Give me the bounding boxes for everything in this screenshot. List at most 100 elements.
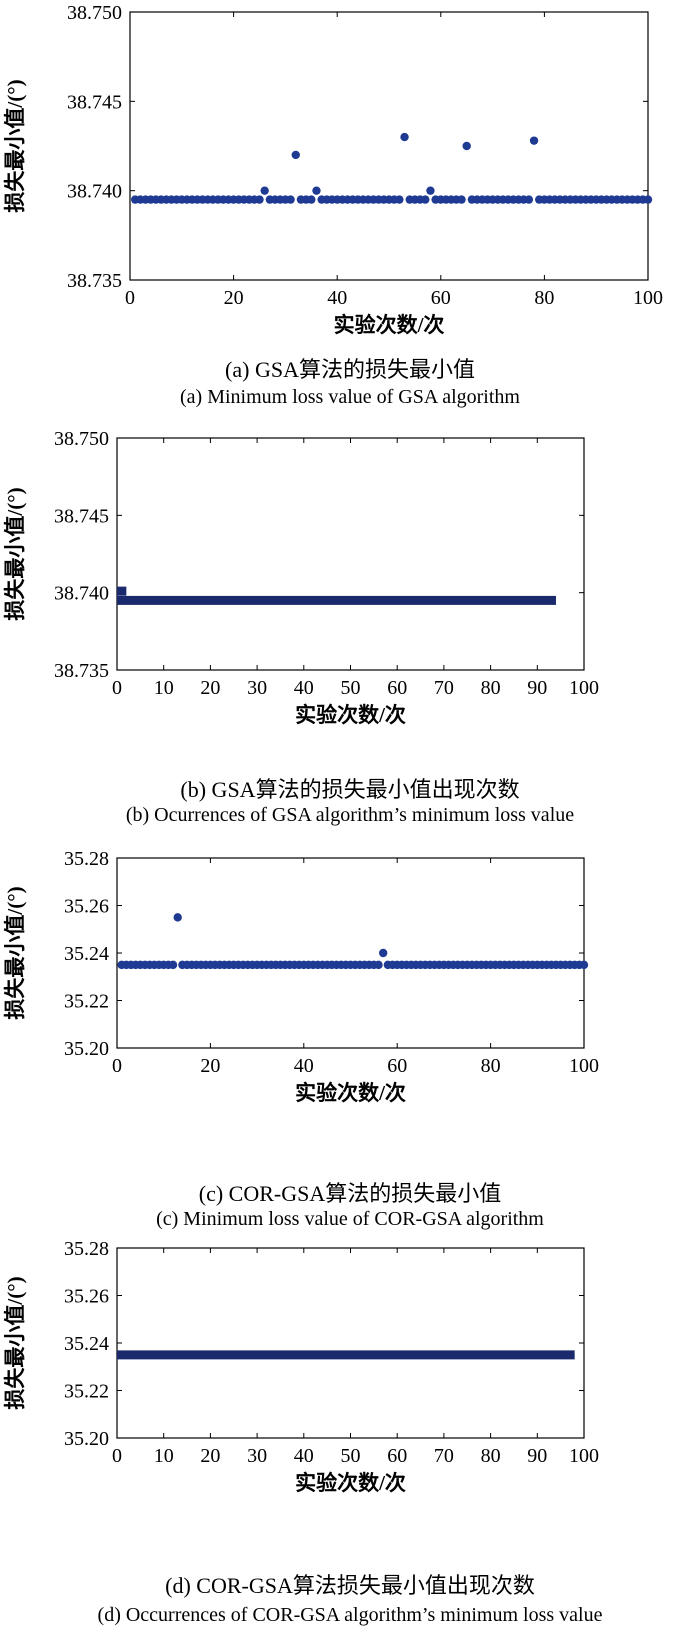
x-tick-label: 40 xyxy=(327,287,347,309)
x-tick-label: 10 xyxy=(154,677,174,699)
data-point xyxy=(421,195,430,204)
plot-frame xyxy=(129,11,649,281)
caption-a-en: (a) Minimum loss value of GSA algorithm xyxy=(180,386,520,408)
x-tick-label: 20 xyxy=(200,1055,220,1077)
data-point xyxy=(378,948,388,958)
x-tick-label: 30 xyxy=(247,677,267,699)
y-tick-label: 35.26 xyxy=(64,1286,109,1308)
y-tick-label: 35.22 xyxy=(64,1381,109,1403)
x-tick-label: 10 xyxy=(154,1445,174,1467)
x-tick-label: 100 xyxy=(569,1055,599,1077)
y-tick-label: 35.20 xyxy=(64,1428,109,1450)
x-tick-label: 90 xyxy=(527,677,547,699)
x-tick-label: 50 xyxy=(341,1445,361,1467)
data-point xyxy=(173,913,182,922)
y-axis-label: 损失最小值/(°) xyxy=(3,79,27,212)
x-tick-label: 0 xyxy=(125,287,135,309)
x-tick-label: 100 xyxy=(569,1445,599,1467)
x-tick-label: 60 xyxy=(387,677,407,699)
data-point xyxy=(260,186,269,195)
y-tick-label: 38.745 xyxy=(54,505,109,527)
chart-c: 0 20 40 60 80 100 35.20 35.22 35.24 35.26 35.28 实验次… xyxy=(3,850,599,1105)
data-point xyxy=(426,186,435,195)
x-tick-label: 100 xyxy=(569,677,599,699)
bar xyxy=(117,586,127,596)
x-tick-label: 70 xyxy=(434,677,454,699)
y-tick-label: 35.22 xyxy=(64,991,109,1013)
data-point xyxy=(457,195,466,204)
x-axis-label: 实验次数/次 xyxy=(334,313,445,337)
caption-a-cn: (a) GSA算法的损失最小值 xyxy=(225,357,475,382)
data-point xyxy=(168,960,178,970)
x-tick-label: 20 xyxy=(200,677,220,699)
y-tick-label: 38.740 xyxy=(54,583,109,605)
x-tick-label: 70 xyxy=(434,1445,454,1467)
data-point xyxy=(395,195,404,204)
data-point xyxy=(529,136,539,145)
y-axis-label: 损失最小值/(°) xyxy=(3,487,27,620)
y-tick-label: 38.745 xyxy=(67,91,122,113)
x-tick-label: 40 xyxy=(294,1055,314,1077)
x-tick-label: 80 xyxy=(481,1055,501,1077)
x-tick-label: 40 xyxy=(294,1445,314,1467)
y-tick-label: 38.750 xyxy=(67,2,122,24)
caption-d-en: (d) Occurrences of COR-GSA algorithm’s m… xyxy=(97,1604,603,1626)
y-tick-label: 38.750 xyxy=(54,430,109,450)
data-point xyxy=(462,141,471,151)
x-tick-label: 20 xyxy=(224,287,244,309)
y-tick-label: 35.28 xyxy=(64,850,109,870)
y-axis-label: 损失最小值/(°) xyxy=(3,1276,27,1409)
x-tick-label: 0 xyxy=(112,1055,122,1077)
x-tick-label: 60 xyxy=(431,287,451,309)
data-point xyxy=(286,195,295,204)
y-tick-label: 35.26 xyxy=(64,896,109,918)
bar xyxy=(117,1350,575,1360)
x-axis-label: 实验次数/次 xyxy=(295,1081,406,1105)
data-point xyxy=(307,195,316,204)
x-tick-label: 20 xyxy=(200,1445,220,1467)
y-tick-label: 38.740 xyxy=(67,181,122,203)
chart-d: 0 10 20 30 40 50 60 70 80 90 100 35.20 35.22 35.24 35.… xyxy=(3,1240,599,1495)
x-tick-label: 60 xyxy=(387,1445,407,1467)
bar xyxy=(117,595,556,605)
caption-c-cn: (c) COR-GSA算法的损失最小值 xyxy=(198,1181,502,1206)
x-tick-label: 60 xyxy=(387,1055,407,1077)
data-point xyxy=(255,195,264,204)
x-tick-label: 100 xyxy=(633,287,663,309)
data-point xyxy=(400,132,409,142)
x-axis-label: 实验次数/次 xyxy=(295,1471,406,1495)
plot-frame xyxy=(116,1247,585,1439)
data-point xyxy=(291,150,300,160)
y-tick-label: 35.20 xyxy=(64,1038,109,1060)
plot-frame xyxy=(116,857,585,1049)
plot-frame xyxy=(116,437,585,671)
x-tick-label: 0 xyxy=(112,677,122,699)
data-point xyxy=(579,960,589,970)
caption-c-en: (c) Minimum loss value of COR-GSA algori… xyxy=(156,1208,544,1230)
caption-b-cn: (b) GSA算法的损失最小值出现次数 xyxy=(180,777,520,802)
chart-b: 0 10 20 30 40 50 60 70 80 90 100 38.735 38.740 38.745… xyxy=(3,430,599,727)
data-point xyxy=(643,195,653,204)
x-tick-label: 40 xyxy=(294,677,314,699)
y-tick-label: 35.24 xyxy=(64,943,109,965)
x-tick-label: 80 xyxy=(481,1445,501,1467)
y-tick-label: 38.735 xyxy=(67,270,122,292)
y-tick-label: 35.24 xyxy=(64,1333,109,1355)
x-tick-label: 50 xyxy=(341,677,361,699)
data-point xyxy=(312,186,321,195)
y-tick-label: 38.735 xyxy=(54,660,109,682)
x-tick-label: 0 xyxy=(112,1445,122,1467)
x-tick-label: 30 xyxy=(247,1445,267,1467)
chart-a: 0 20 40 60 80 100 38.735 38.740 38.745 38.750 实验次数… xyxy=(3,2,663,337)
x-tick-label: 90 xyxy=(527,1445,547,1467)
x-axis-label: 实验次数/次 xyxy=(295,703,406,727)
data-point xyxy=(374,960,383,970)
x-tick-label: 80 xyxy=(481,677,501,699)
caption-b-en: (b) Ocurrences of GSA algorithm’s minimu… xyxy=(125,804,575,826)
data-point xyxy=(524,195,534,204)
y-axis-label: 损失最小值/(°) xyxy=(3,886,27,1019)
x-tick-label: 80 xyxy=(534,287,554,309)
caption-d-cn: (d) COR-GSA算法损失最小值出现次数 xyxy=(165,1573,535,1598)
y-tick-label: 35.28 xyxy=(64,1240,109,1260)
